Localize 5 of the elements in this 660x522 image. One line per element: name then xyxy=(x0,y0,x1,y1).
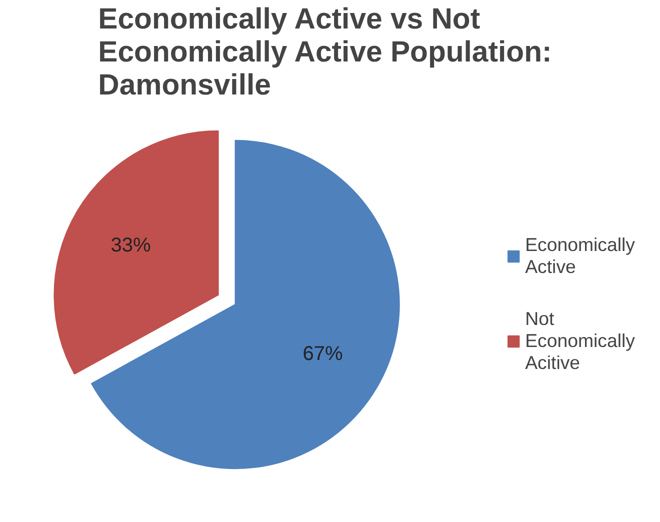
chart-title: Economically Active vs Not Economically Active Population: Damonsville xyxy=(98,2,552,102)
legend-label: Not Economically Acitive xyxy=(525,308,635,374)
legend-label: Economically Active xyxy=(525,234,635,278)
data-label: 33% xyxy=(110,234,151,257)
data-label: 67% xyxy=(302,342,344,365)
